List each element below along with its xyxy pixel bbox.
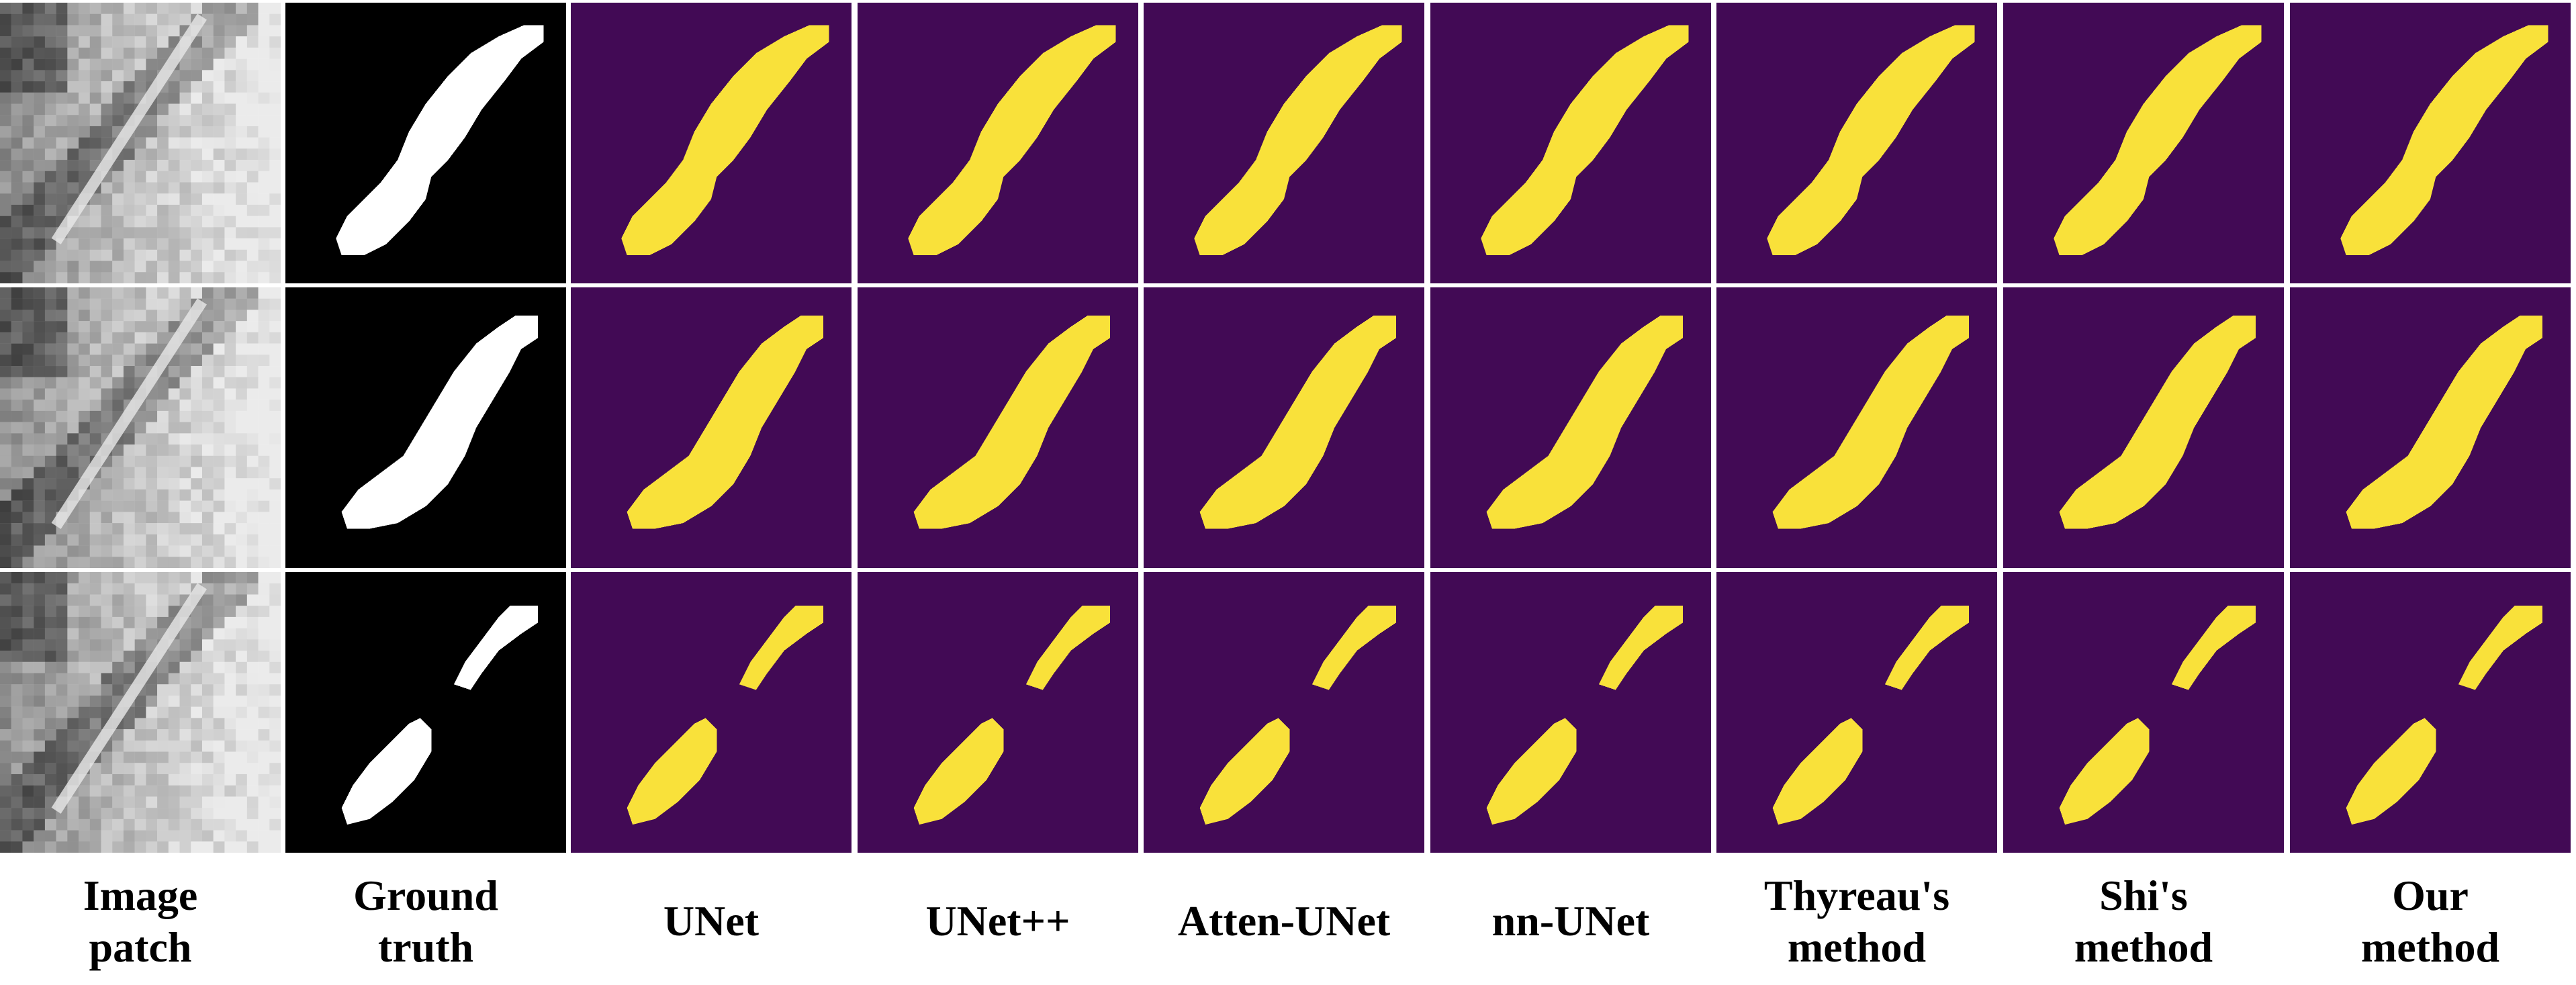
prediction-mask (858, 3, 1138, 283)
column-label: Ground truth (353, 871, 498, 971)
column-label: UNet++ (925, 897, 1070, 945)
tile-row2-col4 (858, 287, 1138, 568)
segmentation-region (336, 25, 544, 256)
segmentation-region (2458, 606, 2543, 690)
tile-row3-col8 (2003, 572, 2284, 853)
column-label: Image patch (83, 871, 198, 971)
segmentation-region (621, 25, 829, 256)
tile-row3-col2 (285, 572, 566, 853)
tile-row1-col6 (1430, 3, 1711, 283)
segmentation-region (1772, 718, 1863, 825)
tile-row3-col1 (0, 572, 281, 853)
tile-row1-col7 (1716, 3, 1997, 283)
prediction-mask (1716, 287, 1997, 568)
segmentation-region (2346, 315, 2543, 529)
segmentation-region (1772, 315, 1970, 529)
segmentation-region (341, 315, 539, 529)
prediction-mask (2290, 287, 2571, 568)
segmentation-region (1767, 25, 1975, 256)
prediction-mask (2290, 572, 2571, 853)
segmentation-region (1312, 606, 1397, 690)
tile-row2-col6 (1430, 287, 1711, 568)
prediction-mask (2290, 3, 2571, 283)
tile-row1-col2 (285, 3, 566, 283)
prediction-mask (2003, 287, 2284, 568)
segmentation-region (1884, 606, 1970, 690)
tile-row2-col1 (0, 287, 281, 568)
tile-row2-col9 (2290, 287, 2571, 568)
segmentation-region (739, 606, 824, 690)
tile-row3-col7 (1716, 572, 1997, 853)
tile-row1-col5 (1144, 3, 1424, 283)
segmentation-region (1486, 718, 1577, 825)
tile-row2-col2 (285, 287, 566, 568)
prediction-mask (1430, 3, 1711, 283)
ground-truth-mask (285, 572, 566, 853)
prediction-mask (1144, 3, 1424, 283)
tile-row1-col4 (858, 3, 1138, 283)
tile-row2-col8 (2003, 287, 2284, 568)
ground-truth-mask (285, 287, 566, 568)
ground-truth-mask (285, 3, 566, 283)
segmentation-region (1199, 315, 1397, 529)
segmentation-region (2054, 25, 2262, 256)
segmentation-region (913, 718, 1004, 825)
column-label: nn-UNet (1491, 897, 1650, 945)
segmentation-region (908, 25, 1116, 256)
column-label: Atten-UNet (1177, 897, 1391, 945)
mri-image-patch (0, 3, 281, 283)
segmentation-region (1199, 718, 1290, 825)
column-label: Shi's method (2074, 871, 2213, 971)
segmentation-region (913, 315, 1111, 529)
prediction-mask (571, 287, 852, 568)
prediction-mask (1430, 287, 1711, 568)
bright-structure (51, 13, 207, 244)
tile-row2-col3 (571, 287, 852, 568)
tile-row3-col4 (858, 572, 1138, 853)
tile-row3-col9 (2290, 572, 2571, 853)
segmentation-region (1481, 25, 1689, 256)
tile-row3-col5 (1144, 572, 1424, 853)
segmentation-region (341, 718, 432, 825)
prediction-mask (1430, 572, 1711, 853)
tile-row2-col5 (1144, 287, 1424, 568)
prediction-mask (1144, 572, 1424, 853)
prediction-mask (1716, 572, 1997, 853)
tile-row2-col7 (1716, 287, 1997, 568)
bright-structure (51, 298, 207, 529)
prediction-mask (2003, 3, 2284, 283)
segmentation-region (627, 315, 824, 529)
tile-row1-col8 (2003, 3, 2284, 283)
segmentation-region (2059, 315, 2256, 529)
mri-image-patch (0, 572, 281, 853)
tile-row3-col6 (1430, 572, 1711, 853)
tile-row1-col3 (571, 3, 852, 283)
segmentation-region (453, 606, 539, 690)
bright-structure (51, 583, 207, 814)
column-label: Our method (2360, 871, 2500, 971)
segmentation-region (1486, 315, 1684, 529)
segmentation-region (2340, 25, 2548, 256)
segmentation-region (2346, 718, 2436, 825)
column-label: Thyreau's method (1763, 871, 1950, 971)
tile-row1-col9 (2290, 3, 2571, 283)
segmentation-region (2171, 606, 2256, 690)
prediction-mask (2003, 572, 2284, 853)
prediction-mask (1716, 3, 1997, 283)
tile-row1-col1 (0, 3, 281, 283)
prediction-mask (858, 287, 1138, 568)
prediction-mask (858, 572, 1138, 853)
segmentation-region (1194, 25, 1402, 256)
prediction-mask (571, 3, 852, 283)
segmentation-region (1598, 606, 1684, 690)
segmentation-region (1025, 606, 1111, 690)
column-label: UNet (663, 897, 760, 945)
segmentation-region (627, 718, 717, 825)
tile-row3-col3 (571, 572, 852, 853)
prediction-mask (571, 572, 852, 853)
segmentation-region (2059, 718, 2150, 825)
mri-image-patch (0, 287, 281, 568)
prediction-mask (1144, 287, 1424, 568)
